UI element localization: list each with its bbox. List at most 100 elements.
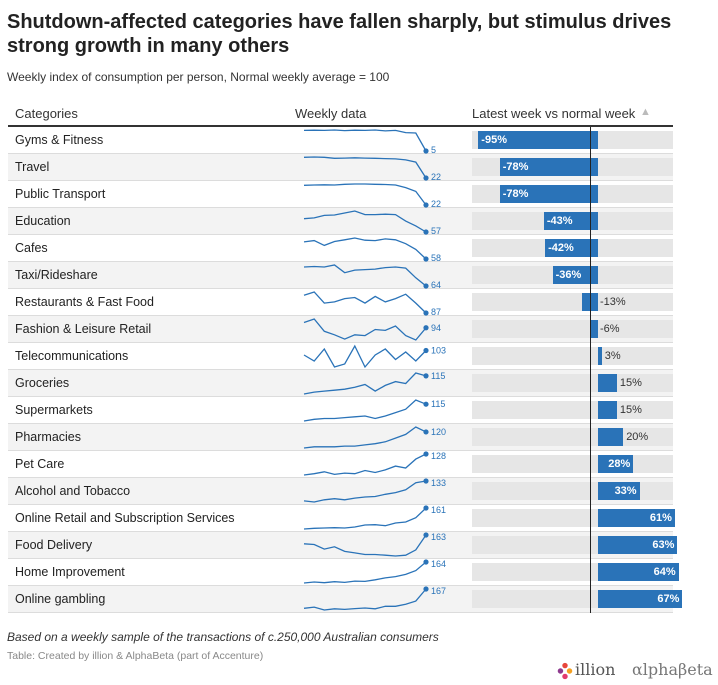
sparkline-end-value: 164 bbox=[431, 559, 446, 569]
sparkline-end-value: 57 bbox=[431, 226, 441, 236]
bar-background bbox=[472, 320, 673, 338]
table-row: Pharmacies 120 20% bbox=[8, 424, 673, 451]
table-row: Food Delivery 163 63% bbox=[8, 532, 678, 559]
header-divider bbox=[8, 125, 673, 127]
sparkline-path bbox=[303, 561, 427, 584]
sparkline-path bbox=[303, 129, 427, 152]
row-category-label: Public Transport bbox=[15, 187, 106, 201]
weekly-sparkline: 164 bbox=[303, 559, 446, 584]
table-row: Travel 22 -78% bbox=[8, 154, 673, 182]
row-category-label: Food Delivery bbox=[15, 538, 93, 552]
weekly-sparkline: 58 bbox=[303, 237, 441, 263]
change-value-label: -43% bbox=[546, 215, 573, 227]
sparkline-end-dot bbox=[423, 478, 429, 484]
sparkline-end-value: 22 bbox=[431, 172, 441, 182]
sparkline-end-dot bbox=[423, 175, 429, 181]
row-category-label: Telecommunications bbox=[15, 349, 129, 363]
weekly-sparkline: 57 bbox=[303, 210, 441, 236]
row-category-label: Travel bbox=[15, 160, 50, 174]
sparkline-path bbox=[303, 426, 427, 449]
zero-baseline bbox=[590, 127, 591, 613]
bar-background bbox=[472, 293, 673, 311]
change-bar-cell: 15% bbox=[472, 370, 673, 397]
change-value-label: 33% bbox=[614, 485, 637, 497]
sparkline-path bbox=[303, 291, 427, 314]
row-category-label: Home Improvement bbox=[15, 565, 125, 579]
sparkline-path bbox=[303, 480, 427, 503]
sparkline-end-dot bbox=[423, 429, 429, 435]
weekly-sparkline: 64 bbox=[303, 264, 441, 290]
change-bar-cell: 3% bbox=[472, 343, 673, 370]
change-value-label: 15% bbox=[619, 404, 642, 416]
change-bar bbox=[552, 266, 598, 284]
table-row: Gyms & Fitness 5 -95% bbox=[8, 127, 673, 155]
chart-subtitle: Weekly index of consumption per person, … bbox=[7, 70, 390, 84]
sparkline-end-dot bbox=[423, 310, 429, 316]
change-bar bbox=[598, 428, 624, 446]
change-value-label: -42% bbox=[548, 242, 574, 254]
change-bar-cell: -78% bbox=[472, 154, 673, 181]
change-value-label: 28% bbox=[608, 458, 631, 470]
sparkline-end-value: 167 bbox=[431, 586, 446, 596]
weekly-sparkline: 133 bbox=[303, 478, 446, 503]
change-bar-cell: 15% bbox=[472, 397, 673, 424]
weekly-sparkline: 115 bbox=[303, 399, 445, 422]
sparkline-end-dot bbox=[423, 505, 429, 511]
table-row: Education 57 -43% bbox=[8, 208, 673, 236]
weekly-sparkline: 167 bbox=[303, 586, 446, 611]
column-header-latest-week[interactable]: Latest week vs normal week bbox=[472, 106, 636, 121]
footnote: Based on a weekly sample of the transact… bbox=[7, 630, 439, 644]
table-row: Alcohol and Tobacco 133 33% bbox=[8, 478, 673, 505]
change-value-label: -36% bbox=[555, 269, 582, 281]
illion-logo-text: illion bbox=[575, 660, 616, 679]
sparkline-path bbox=[303, 399, 427, 422]
weekly-sparkline: 120 bbox=[303, 426, 446, 449]
sparkline-path bbox=[303, 344, 427, 369]
sparkline-end-value: 120 bbox=[431, 427, 446, 437]
row-category-label: Supermarkets bbox=[15, 403, 93, 417]
change-value-label: 67% bbox=[657, 593, 680, 605]
sparkline-path bbox=[303, 318, 427, 341]
change-value-label: -13% bbox=[600, 296, 626, 308]
row-category-label: Education bbox=[15, 214, 71, 228]
table-row: Public Transport 22 -78% bbox=[8, 181, 673, 209]
change-value-label: -78% bbox=[502, 161, 529, 173]
sparkline-end-dot bbox=[423, 401, 429, 407]
table-row: Groceries 115 15% bbox=[8, 370, 673, 397]
column-header-weekly-data[interactable]: Weekly data bbox=[295, 106, 367, 121]
sparkline-end-dot bbox=[423, 347, 429, 354]
sort-ascending-icon[interactable]: ▲ bbox=[640, 106, 651, 118]
row-category-label: Online gambling bbox=[15, 592, 106, 606]
change-bar bbox=[590, 320, 598, 338]
bar-background bbox=[472, 374, 673, 392]
change-bar bbox=[598, 374, 617, 392]
change-bar-cell: -95% bbox=[472, 127, 673, 154]
row-category-label: Cafes bbox=[15, 241, 48, 255]
source-credit: Table: Created by illion & AlphaBeta (pa… bbox=[7, 650, 264, 662]
chart-title: Shutdown-affected categories have fallen… bbox=[7, 11, 672, 57]
illion-logo-icon bbox=[557, 662, 573, 680]
change-bar bbox=[543, 212, 598, 230]
row-category-label: Pet Care bbox=[15, 457, 65, 471]
row-category-label: Pharmacies bbox=[15, 430, 81, 444]
table-row: Home Improvement 164 64% bbox=[8, 559, 679, 586]
change-bar bbox=[499, 185, 598, 203]
table-row: Online Retail and Subscription Services 1… bbox=[8, 505, 675, 532]
sparkline-end-value: 163 bbox=[431, 532, 446, 542]
change-bar bbox=[545, 239, 598, 257]
sparkline-end-dot bbox=[423, 559, 429, 565]
change-value-label: -95% bbox=[481, 134, 507, 146]
change-bar-cell: 64% bbox=[472, 559, 679, 586]
change-bar-cell: -6% bbox=[472, 316, 673, 343]
sparkline-end-value: 58 bbox=[431, 253, 441, 263]
change-bar bbox=[598, 401, 617, 419]
change-bar bbox=[598, 455, 634, 473]
change-bar-cell: 28% bbox=[472, 451, 673, 478]
sparkline-end-value: 64 bbox=[431, 280, 441, 290]
weekly-sparkline: 22 bbox=[303, 156, 441, 182]
change-bar bbox=[598, 482, 640, 500]
sparkline-path bbox=[303, 453, 427, 476]
change-bar bbox=[478, 131, 598, 149]
column-header-categories[interactable]: Categories bbox=[15, 106, 78, 121]
sparkline-end-value: 87 bbox=[431, 307, 441, 317]
